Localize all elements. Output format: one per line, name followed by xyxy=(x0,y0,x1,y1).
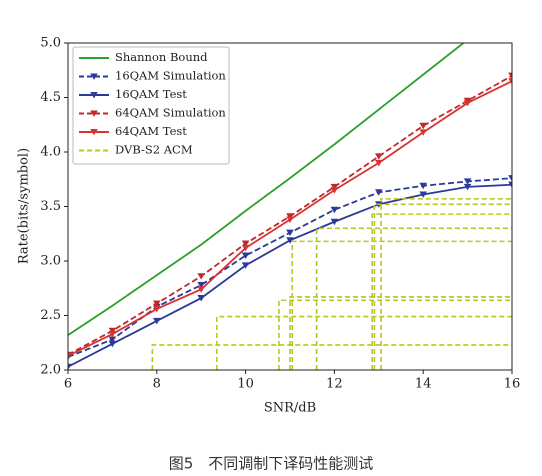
legend-marker xyxy=(90,91,98,99)
legend-label: 64QAM Test xyxy=(115,124,187,138)
legend-label: Shannon Bound xyxy=(115,50,208,64)
legend-box xyxy=(72,46,230,165)
marker xyxy=(508,72,512,80)
y-tick-label: 3.5 xyxy=(40,199,61,214)
marker xyxy=(68,352,72,360)
marker xyxy=(419,191,427,198)
marker xyxy=(241,240,250,247)
legend-marker xyxy=(90,128,98,136)
marker xyxy=(108,340,117,348)
marker xyxy=(286,237,294,244)
marker xyxy=(508,78,512,85)
marker xyxy=(153,305,161,313)
marker xyxy=(419,122,427,130)
y-tick-label: 2.0 xyxy=(40,363,61,378)
y-axis-label: Rate(bits/symbol) xyxy=(17,148,32,264)
legend-label: 16QAM Test xyxy=(115,87,187,101)
marker xyxy=(153,300,161,307)
acm-step xyxy=(315,227,512,370)
y-tick-label: 3.0 xyxy=(40,254,61,269)
marker xyxy=(375,153,383,160)
acm-step xyxy=(215,315,512,370)
marker xyxy=(108,327,117,335)
marker xyxy=(286,229,294,237)
y-tick-label: 4.0 xyxy=(40,145,61,160)
marker xyxy=(508,175,512,182)
acm-step xyxy=(371,213,512,370)
acm-step xyxy=(291,240,512,370)
legend-marker xyxy=(90,73,98,80)
x-tick-label: 14 xyxy=(415,377,432,392)
acm-step xyxy=(373,203,512,370)
acm-step xyxy=(151,344,512,370)
series-line xyxy=(68,43,465,336)
marker xyxy=(108,336,117,343)
marker xyxy=(419,129,427,136)
legend-label: 64QAM Simulation xyxy=(115,106,226,120)
marker xyxy=(330,206,339,214)
acm-step xyxy=(278,299,512,370)
marker xyxy=(330,183,339,191)
marker xyxy=(197,295,205,302)
acm-step xyxy=(380,198,512,370)
marker xyxy=(330,187,339,194)
marker xyxy=(375,159,383,167)
marker xyxy=(241,244,250,252)
marker xyxy=(419,182,427,190)
marker xyxy=(241,262,250,269)
caption: 图5 不同调制下译码性能测试 xyxy=(169,455,374,473)
marker xyxy=(463,99,472,107)
legend-label: DVB-S2 ACM xyxy=(115,143,193,157)
legend: Shannon Bound 16QAM Simulation 16QAM Test 6… xyxy=(72,46,230,165)
x-axis-label: SNR/dB xyxy=(264,401,316,416)
marker xyxy=(153,317,161,325)
y-tick-label: 2.5 xyxy=(40,308,61,323)
marker xyxy=(108,330,117,338)
acm-step xyxy=(289,296,512,370)
y-tick-label: 4.5 xyxy=(40,90,61,105)
marker xyxy=(197,273,205,280)
marker xyxy=(286,213,294,220)
marker xyxy=(241,252,250,259)
x-tick-label: 16 xyxy=(504,377,521,392)
marker xyxy=(375,189,383,196)
plot-area xyxy=(68,43,512,370)
x-tick-label: 6 xyxy=(64,377,72,392)
marker xyxy=(197,286,205,293)
marker xyxy=(197,281,205,289)
legend-marker xyxy=(90,110,98,117)
marker xyxy=(508,181,512,189)
x-tick-label: 12 xyxy=(326,377,343,392)
marker xyxy=(68,363,72,370)
marker xyxy=(330,218,339,226)
x-tick-label: 10 xyxy=(237,377,254,392)
legend-label: 16QAM Simulation xyxy=(115,69,226,83)
marker xyxy=(463,178,472,185)
y-tick-label: 5.0 xyxy=(40,36,61,51)
x-tick-label: 8 xyxy=(153,377,161,392)
marker xyxy=(463,183,472,191)
marker xyxy=(286,216,294,223)
series-line xyxy=(68,183,512,368)
